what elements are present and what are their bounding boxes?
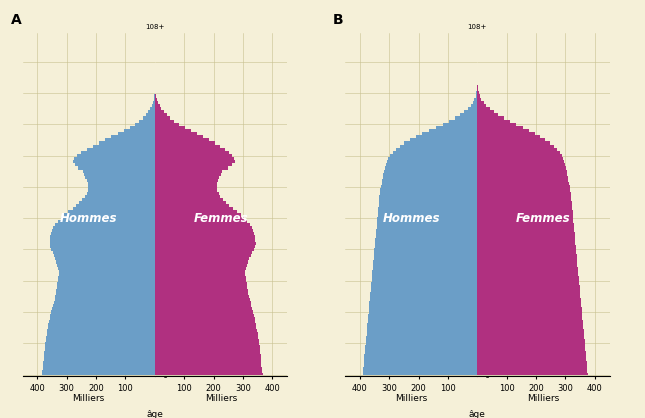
Text: 108+: 108+ xyxy=(145,24,164,30)
Text: B: B xyxy=(333,13,344,27)
X-axis label: Milliers: Milliers xyxy=(204,394,237,403)
Text: 108+: 108+ xyxy=(468,24,487,30)
Text: A: A xyxy=(10,13,21,27)
X-axis label: Milliers: Milliers xyxy=(395,394,427,403)
Text: âge: âge xyxy=(146,410,163,418)
Text: Femmes: Femmes xyxy=(194,212,248,225)
Text: Hommes: Hommes xyxy=(60,212,117,225)
Text: Femmes: Femmes xyxy=(516,212,571,225)
X-axis label: Milliers: Milliers xyxy=(528,394,560,403)
Text: âge: âge xyxy=(469,410,486,418)
Text: Hommes: Hommes xyxy=(382,212,440,225)
X-axis label: Milliers: Milliers xyxy=(72,394,104,403)
